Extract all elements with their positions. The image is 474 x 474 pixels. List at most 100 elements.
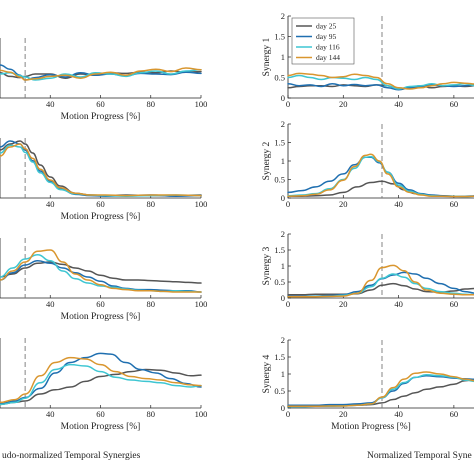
series-line-left-4-0 (0, 368, 202, 406)
x-tick-label: 100 (195, 99, 208, 109)
panel-right-3: 0 20 40 60 0 0.5 1 1.5 2 Synergy 3 (262, 229, 474, 309)
y-axis-label-right-3: Synergy 3 (262, 246, 272, 285)
axes-left-1 (0, 38, 201, 99)
x-tick-label: 20 (339, 99, 348, 109)
series-line-right-1-0 (287, 84, 474, 90)
axes-left-3 (0, 238, 201, 299)
y-tick-label: 2 (281, 11, 285, 21)
x-tick-label: 20 (339, 199, 348, 209)
legend-entry-1: day 95 (316, 32, 336, 41)
x-tick-label: 0 (286, 409, 290, 419)
x-axis-label-left-2: Motion Progress [%] (61, 212, 141, 222)
series-line-left-2-3 (0, 143, 202, 197)
x-tick-label: 0 (286, 99, 290, 109)
y-tick-label: 0.5 (274, 277, 285, 287)
x-tick-label: 0 (286, 199, 290, 209)
x-tick-label: 20 (339, 299, 348, 309)
y-tick-label: 0.5 (274, 386, 285, 396)
x-tick-label: 40 (46, 299, 55, 309)
y-tick-label: 1 (281, 369, 285, 379)
panel-left-4: 40 60 80 100 Motion Progress [%] (0, 338, 207, 432)
y-tick-label: 0.5 (274, 73, 285, 83)
y-tick-label: 2 (281, 335, 285, 345)
x-tick-label: 100 (195, 199, 208, 209)
x-tick-label: 60 (96, 199, 105, 209)
panel-left-1: 40 60 80 100 Motion Progress [%] (0, 38, 207, 122)
x-tick-label: 100 (195, 299, 208, 309)
axes-right-3 (287, 234, 474, 299)
legend-entry-2: day 116 (316, 43, 340, 52)
x-tick-label: 40 (394, 199, 403, 209)
x-axis-label-left-1: Motion Progress [%] (61, 112, 141, 122)
series-line-left-3-3 (0, 249, 202, 293)
series-line-left-4-3 (0, 356, 202, 404)
series-line-left-2-2 (0, 144, 202, 197)
y-tick-label: 1.5 (274, 245, 285, 255)
series-line-left-3-1 (0, 260, 202, 293)
y-tick-label: 2 (281, 119, 285, 129)
series-line-right-2-3 (287, 153, 474, 198)
panel-left-2: 40 60 80 100 Motion Progress [%] (0, 138, 207, 222)
x-tick-label: 40 (394, 99, 403, 109)
y-tick-label: 0 (281, 193, 285, 203)
panel-left-3: 40 60 80 100 Motion Progress [%] (0, 238, 207, 322)
x-tick-label: 60 (450, 409, 459, 419)
x-tick-label: 40 (46, 199, 55, 209)
x-tick-label: 80 (147, 299, 156, 309)
series-line-right-3-0 (287, 282, 474, 296)
axes-left-4 (0, 338, 201, 409)
y-tick-label: 0 (281, 293, 285, 303)
x-axis-label-left-3: Motion Progress [%] (61, 312, 141, 322)
y-tick-label: 1 (281, 261, 285, 271)
legend-entry-3: day 144 (316, 53, 340, 62)
series-line-right-1-2 (287, 74, 474, 90)
x-tick-label: 0 (286, 299, 290, 309)
series-line-left-1-2 (0, 69, 202, 81)
x-tick-label: 60 (450, 199, 459, 209)
y-tick-label: 2 (281, 229, 285, 239)
x-tick-label: 40 (46, 409, 55, 419)
x-tick-label: 40 (394, 409, 403, 419)
y-axis-label-right-2: Synergy 2 (262, 141, 272, 180)
series-line-left-2-0 (0, 140, 202, 197)
x-tick-label: 60 (96, 299, 105, 309)
series-line-right-1-3 (287, 72, 474, 90)
series-line-right-4-1 (287, 374, 474, 407)
series-line-left-3-0 (0, 261, 202, 284)
x-tick-label: 40 (394, 299, 403, 309)
series-line-right-4-3 (287, 371, 474, 408)
series-line-left-2-1 (0, 140, 202, 197)
y-tick-label: 1.5 (274, 352, 285, 362)
right-caption: Normalized Temporal Syne (367, 451, 472, 461)
x-tick-label: 40 (46, 99, 55, 109)
axes-left-2 (0, 138, 201, 199)
x-tick-label: 60 (96, 409, 105, 419)
y-tick-label: 0 (281, 93, 285, 103)
x-tick-label: 80 (147, 409, 156, 419)
x-tick-label: 60 (450, 299, 459, 309)
x-tick-label: 60 (96, 99, 105, 109)
y-tick-label: 1 (281, 156, 285, 166)
legend-entry-0: day 25 (316, 22, 336, 31)
x-axis-label-left-4: Motion Progress [%] (61, 422, 141, 432)
series-line-right-4-0 (287, 378, 474, 408)
x-tick-label: 60 (450, 99, 459, 109)
series-line-right-4-2 (287, 373, 474, 408)
x-axis-label-right-4: Motion Progress [%] (331, 422, 411, 432)
x-tick-label: 20 (339, 409, 348, 419)
left-caption: udo-normalized Temporal Synergies (2, 451, 141, 461)
panel-right-4: 0 20 40 60 0 0.5 1 1.5 2 Motion Progress [%] Syner… (262, 335, 474, 432)
panel-right-2: 0 20 40 60 0 0.5 1 1.5 2 Synergy 2 (262, 119, 474, 209)
series-line-right-3-3 (287, 264, 474, 298)
y-axis-label-right-4: Synergy 4 (262, 354, 272, 393)
series-line-left-1-3 (0, 67, 202, 81)
y-tick-label: 0 (281, 403, 285, 413)
y-tick-label: 1.5 (274, 32, 285, 42)
x-tick-label: 80 (147, 199, 156, 209)
y-tick-label: 0.5 (274, 175, 285, 185)
y-axis-label-right-1: Synergy 1 (262, 37, 272, 76)
y-tick-label: 1.5 (274, 138, 285, 148)
